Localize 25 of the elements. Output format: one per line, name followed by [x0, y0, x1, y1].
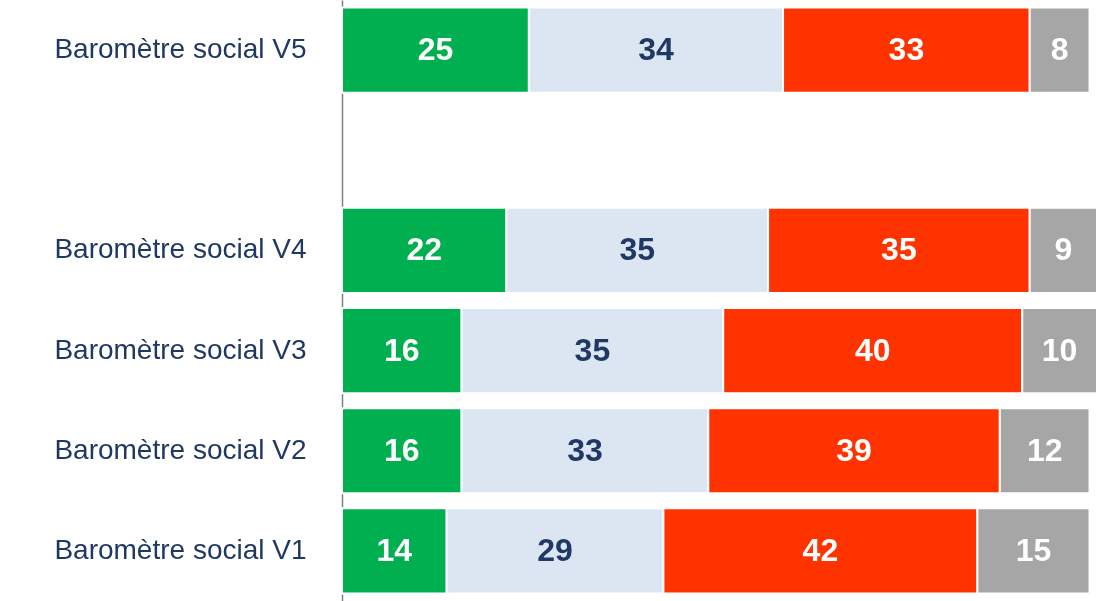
y-tick-label: Baromètre social V1 [54, 533, 307, 565]
data-label: 40 [854, 331, 891, 368]
data-label: 15 [1015, 531, 1052, 568]
data-label: 34 [638, 31, 674, 68]
data-label: 39 [836, 431, 872, 468]
data-label: 12 [1026, 431, 1063, 468]
data-label: 42 [802, 531, 839, 568]
y-tick-label: Baromètre social V3 [54, 333, 307, 365]
data-label: 35 [881, 231, 917, 268]
data-label: 33 [888, 31, 925, 68]
y-tick-label: Baromètre social V4 [54, 233, 307, 265]
data-label: 29 [537, 531, 573, 568]
data-label: 9 [1054, 231, 1073, 268]
data-label: 25 [417, 31, 454, 68]
data-label: 35 [574, 331, 611, 368]
data-label: 8 [1050, 31, 1069, 68]
y-tick-label: Baromètre social V2 [54, 433, 307, 465]
y-tick-label: Baromètre social V5 [54, 33, 307, 65]
data-label: 35 [619, 231, 656, 268]
data-label: 10 [1041, 331, 1078, 368]
data-label: 16 [384, 331, 420, 368]
data-label: 16 [384, 431, 420, 468]
data-label: 22 [406, 231, 443, 268]
data-label: 14 [376, 531, 413, 568]
data-label: 33 [567, 431, 603, 468]
